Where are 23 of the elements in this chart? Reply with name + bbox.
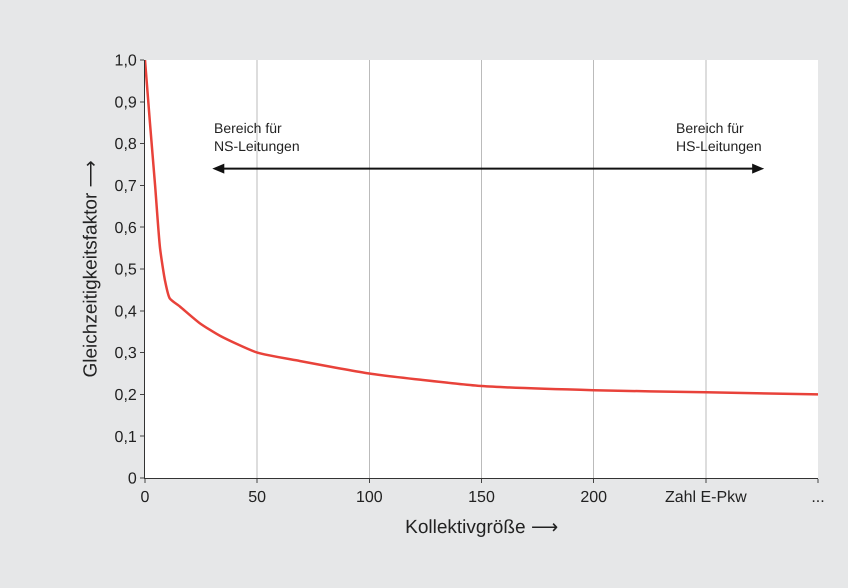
x-tick-label: Zahl E-Pkw xyxy=(664,489,748,506)
y-tick-label: 0,1 xyxy=(114,428,137,446)
x-tick-label: 200 xyxy=(580,489,608,506)
y-tick-label: 0,5 xyxy=(114,262,137,279)
y-tick-label: 0,6 xyxy=(114,220,137,237)
annotation: Bereich für NS-Leitungen xyxy=(214,120,300,154)
y-tick-label: 0,7 xyxy=(114,178,137,195)
y-tick-label: 0,8 xyxy=(114,136,137,154)
line-series xyxy=(145,60,818,396)
y-tick-label: 0,2 xyxy=(114,387,137,404)
x-tick-label: 0 xyxy=(140,489,150,506)
x-axis-title: Kollektivgröße ⟶ xyxy=(405,517,558,538)
x-tick-label: 150 xyxy=(468,489,495,506)
y-tick-label: 0,4 xyxy=(114,303,137,320)
y-tick-label: 0,3 xyxy=(114,345,137,362)
annotation: Bereich für HS-Leitungen xyxy=(676,120,762,154)
x-tick-label: 50 xyxy=(248,489,266,506)
y-axis-title: Gleichzeitigkeitsfaktor ⟶ xyxy=(80,160,102,378)
y-tick-label: 1,0 xyxy=(114,52,137,70)
y-tick-label: 0,9 xyxy=(114,94,137,112)
y-tick-label: 0 xyxy=(128,470,137,488)
x-tick-label: ... xyxy=(811,489,825,506)
x-tick-label: 100 xyxy=(356,489,383,506)
